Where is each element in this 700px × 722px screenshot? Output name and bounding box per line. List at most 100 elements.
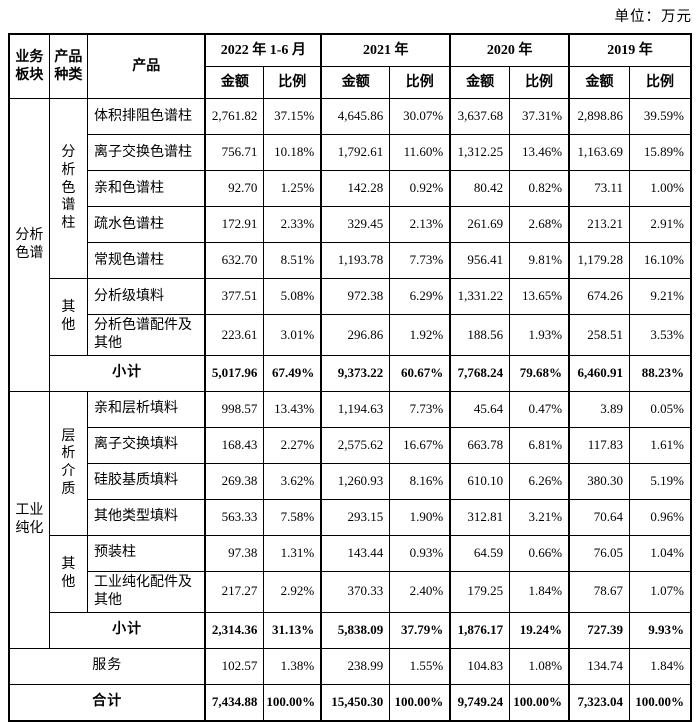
- ratio-value-cell: 1.38%: [263, 647, 322, 685]
- amount-value-cell: 610.10: [449, 462, 511, 500]
- ratio-value-cell: 39.59%: [628, 98, 692, 135]
- ratio-value-cell: 1.31%: [263, 534, 322, 572]
- amount-value-cell: 76.05: [568, 534, 630, 572]
- amount-value-cell: 563.33: [204, 498, 265, 536]
- ratio-value-cell: 3.62%: [263, 462, 322, 500]
- amount-value-cell: 102.57: [204, 647, 265, 685]
- table-row: 疏水色谱柱 172.91 2.33% 329.45 2.13% 261.69 2.68% 21…: [9, 206, 692, 243]
- ratio-value-cell: 1.90%: [389, 498, 451, 536]
- amount-value-cell: 258.51: [568, 314, 630, 356]
- product-name-cell: 亲和色谱柱: [87, 170, 206, 207]
- product-name-cell: 常规色谱柱: [87, 242, 206, 279]
- table-row: 分析色谱 分析色谱柱 体积排阻色谱柱 2,761.82 37.15% 4,645.86 30…: [8, 98, 692, 392]
- amount-value-cell: 92.70: [204, 170, 265, 207]
- amount-value-cell: 1,163.69: [568, 134, 630, 171]
- ratio-value-cell: 0.96%: [628, 498, 692, 536]
- header-row-periods: 业务板块 产品种类 产品 2022 年 1-6 月 2021 年 2020 年 …: [8, 33, 692, 99]
- ratio-value-cell: 6.29%: [389, 278, 451, 315]
- ratio-value-cell: 37.31%: [509, 98, 570, 135]
- ratio-value-cell: 16.10%: [628, 242, 692, 279]
- amount-value-cell: 2,314.36: [204, 611, 265, 649]
- amount-value-cell: 143.44: [320, 534, 391, 572]
- ratio-value-cell: 30.07%: [389, 98, 451, 135]
- table-row: 小计 5,017.96 67.49% 9,373.22 60.67% 7,768.24 79…: [9, 354, 692, 392]
- ratio-value-cell: 11.60%: [389, 134, 451, 171]
- ratio-value-cell: 2.13%: [389, 206, 451, 243]
- amount-value-cell: 9,373.22: [320, 354, 391, 392]
- ratio-value-cell: 5.08%: [263, 278, 322, 315]
- ratio-value-cell: 1.25%: [263, 170, 322, 207]
- header-period-2021: 2021 年: [320, 33, 451, 67]
- ratio-value-cell: 31.13%: [263, 611, 322, 649]
- row-label-cell: 服务: [8, 647, 206, 685]
- table-row: 合计 7,434.88 100.00% 15,450.30 100.00% 9,749.2…: [8, 683, 692, 722]
- ratio-value-cell: 6.81%: [509, 426, 570, 464]
- table-row: 分析色谱配件及其他 223.61 3.01% 296.86 1.92% 188.56 1.9…: [9, 314, 692, 356]
- ratio-value-cell: 3.01%: [263, 314, 322, 356]
- header-period-2022h1: 2022 年 1-6 月: [204, 33, 322, 67]
- amount-value-cell: 213.21: [568, 206, 630, 243]
- amount-value-cell: 269.38: [204, 462, 265, 500]
- ratio-value-cell: 1.84%: [509, 570, 570, 613]
- header-ratio: 比例: [263, 66, 322, 99]
- amount-value-cell: 1,260.93: [320, 462, 391, 500]
- ratio-value-cell: 100.00%: [389, 683, 451, 722]
- table-row: 离子交换填料 168.43 2.27% 2,575.62 16.67% 663.78 6.8…: [9, 426, 692, 464]
- ratio-value-cell: 100.00%: [509, 683, 570, 722]
- amount-value-cell: 632.70: [204, 242, 265, 279]
- table-row: 亲和色谱柱 92.70 1.25% 142.28 0.92% 80.42 0.82% 73.1…: [9, 170, 692, 207]
- product-name-cell: 离子交换填料: [87, 426, 206, 464]
- header-ratio: 比例: [509, 66, 570, 99]
- ratio-value-cell: 2.27%: [263, 426, 322, 464]
- amount-value-cell: 261.69: [449, 206, 511, 243]
- ratio-value-cell: 6.26%: [509, 462, 570, 500]
- ratio-value-cell: 1.61%: [628, 426, 692, 464]
- amount-value-cell: 377.51: [204, 278, 265, 315]
- ratio-value-cell: 100.00%: [263, 683, 322, 722]
- ratio-value-cell: 7.73%: [389, 390, 451, 428]
- table-body: 分析色谱 分析色谱柱 体积排阻色谱柱 2,761.82 37.15% 4,645.86 30…: [8, 98, 692, 722]
- ratio-value-cell: 67.49%: [263, 354, 322, 392]
- amount-value-cell: 2,761.82: [204, 98, 265, 135]
- ratio-value-cell: 0.93%: [389, 534, 451, 572]
- table-row: 常规色谱柱 632.70 8.51% 1,193.78 7.73% 956.41 9.81%…: [9, 242, 692, 279]
- amount-value-cell: 5,017.96: [204, 354, 265, 392]
- table-row: 硅胶基质填料 269.38 3.62% 1,260.93 8.16% 610.10 6.26…: [9, 462, 692, 500]
- amount-value-cell: 956.41: [449, 242, 511, 279]
- category-cell: 其他: [48, 534, 89, 613]
- table-row: 工业纯化配件及其他 217.27 2.92% 370.33 2.40% 179.25 1.8…: [9, 570, 692, 613]
- product-name-cell: 工业纯化配件及其他: [87, 570, 206, 613]
- amount-value-cell: 674.26: [568, 278, 630, 315]
- amount-value-cell: 15,450.30: [320, 683, 391, 722]
- ratio-value-cell: 1.92%: [389, 314, 451, 356]
- ratio-value-cell: 88.23%: [628, 354, 692, 392]
- header-period-2019: 2019 年: [568, 33, 692, 67]
- unit-label: 单位：万元: [614, 9, 692, 25]
- table-row: 离子交换色谱柱 756.71 10.18% 1,792.61 11.60% 1,312.2…: [9, 134, 692, 171]
- ratio-value-cell: 100.00%: [628, 683, 692, 722]
- amount-value-cell: 998.57: [204, 390, 265, 428]
- ratio-value-cell: 8.16%: [389, 462, 451, 500]
- header-amount: 金额: [568, 66, 630, 99]
- product-name-cell: 其他类型填料: [87, 498, 206, 536]
- amount-value-cell: 238.99: [320, 647, 391, 685]
- ratio-value-cell: 0.47%: [509, 390, 570, 428]
- product-name-cell: 离子交换色谱柱: [87, 134, 206, 171]
- amount-value-cell: 2,898.86: [568, 98, 630, 135]
- amount-value-cell: 370.33: [320, 570, 391, 613]
- product-name-cell: 体积排阻色谱柱: [87, 98, 206, 135]
- table-row: 其他 预装柱 97.38 1.31% 143.44 0.93% 64.59 0.66% 76.0…: [9, 534, 692, 613]
- ratio-value-cell: 2.40%: [389, 570, 451, 613]
- header-business-segment: 业务板块: [8, 33, 50, 99]
- ratio-value-cell: 2.68%: [509, 206, 570, 243]
- row-label-cell: 小计: [48, 354, 206, 392]
- ratio-value-cell: 1.08%: [509, 647, 570, 685]
- amount-value-cell: 972.38: [320, 278, 391, 315]
- ratio-value-cell: 2.91%: [628, 206, 692, 243]
- ratio-value-cell: 5.19%: [628, 462, 692, 500]
- amount-value-cell: 7,434.88: [204, 683, 265, 722]
- ratio-value-cell: 1.07%: [628, 570, 692, 613]
- table-row: 工业纯化 层析介质 亲和层析填料 998.57 13.43% 1,194.63 7.73% 4…: [8, 390, 692, 649]
- table-row: 其他类型填料 563.33 7.58% 293.15 1.90% 312.81 3.21% 7…: [9, 498, 692, 536]
- amount-value-cell: 756.71: [204, 134, 265, 171]
